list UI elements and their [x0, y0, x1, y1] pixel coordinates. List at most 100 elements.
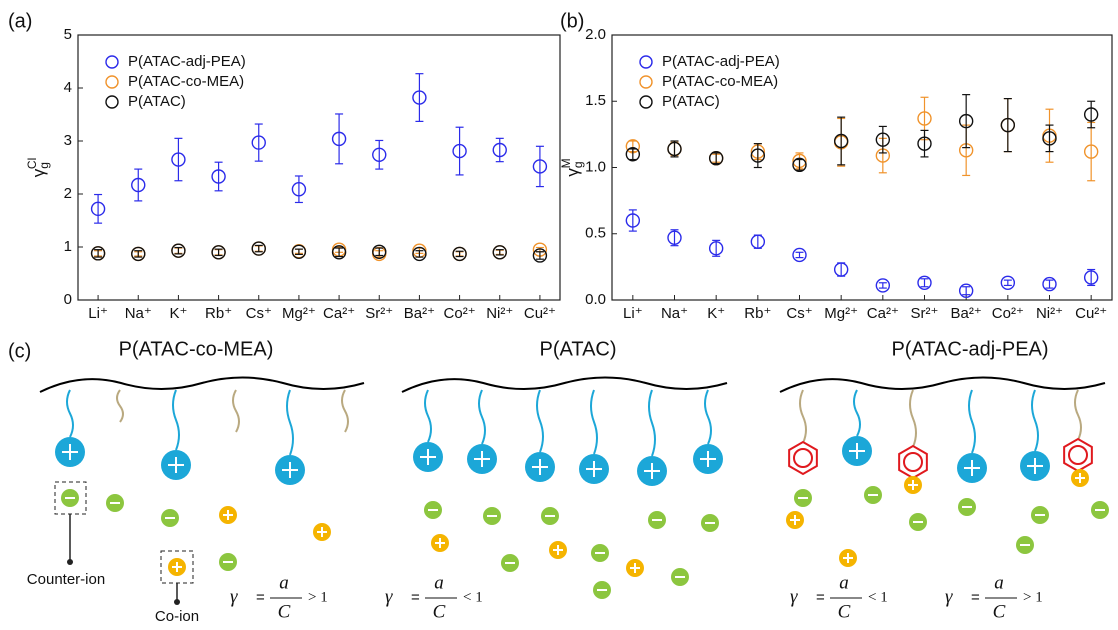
marker: [1000, 117, 1016, 133]
counter-ion-label: Counter-ion: [27, 571, 105, 588]
formula-denominator: C: [433, 601, 446, 622]
error-bar: [962, 286, 971, 296]
error-bar: [535, 145, 544, 188]
plot-frame: [77, 34, 561, 301]
side-chain: [853, 389, 861, 437]
y-axis-label: γgM: [559, 158, 585, 176]
marker: [90, 201, 106, 217]
panel-label: (a): [8, 10, 32, 32]
marker: [1083, 107, 1099, 122]
marker: [917, 275, 932, 290]
polymer-backbone: [401, 376, 728, 393]
marker: [833, 262, 849, 277]
error-bar: [920, 278, 929, 288]
phenyl-ring: [788, 440, 818, 476]
error-bar: [1003, 97, 1012, 153]
formula-numerator: a: [279, 572, 289, 593]
legend-label: P(ATAC-co-MEA): [662, 73, 778, 90]
phenyl-ring-inner: [903, 452, 923, 472]
formula-numerator: a: [839, 572, 849, 593]
legend-label: P(ATAC-co-MEA): [128, 73, 244, 90]
legend-marker: [639, 95, 653, 109]
marker: [833, 133, 849, 149]
y-axis-label-part: γ: [29, 168, 48, 177]
marker: [171, 243, 186, 258]
x-tick-label: Rb⁺: [744, 305, 771, 322]
marker: [492, 245, 507, 260]
marker: [452, 246, 467, 262]
error-bar: [1045, 279, 1054, 289]
panel-title: P(ATAC): [539, 338, 616, 360]
marker: [532, 159, 548, 174]
side-chain: [799, 389, 807, 444]
error-bar: [94, 193, 103, 224]
side-chain: [172, 389, 180, 451]
error-bar: [254, 123, 263, 162]
error-bar: [455, 126, 464, 176]
error-bar: [134, 250, 143, 258]
side-chain: [536, 389, 544, 453]
marker: [251, 135, 266, 150]
marker: [1042, 131, 1057, 146]
error-bar: [214, 248, 223, 257]
x-tick-label: Ba²⁺: [951, 305, 982, 322]
error-bar: [878, 125, 887, 154]
formula-relation: < 1: [463, 589, 483, 605]
polymer-backbone: [39, 376, 365, 393]
error-bar: [375, 247, 384, 257]
marker: [708, 241, 724, 256]
legend-label: P(ATAC-adj-PEA): [662, 53, 780, 70]
marker: [1083, 144, 1099, 159]
x-tick-label: Na⁺: [661, 305, 688, 322]
formula-equals: =: [971, 589, 980, 606]
error-bar: [795, 251, 804, 259]
marker: [1042, 276, 1057, 292]
x-tick-label: Sr²⁺: [911, 305, 939, 322]
error-bar: [1045, 124, 1054, 153]
x-tick-label: Ni²⁺: [1036, 305, 1063, 322]
legend-label: P(ATAC): [128, 93, 186, 110]
error-bar: [753, 143, 762, 169]
formula-relation: > 1: [1023, 589, 1043, 605]
side-chain: [648, 389, 656, 457]
x-tick-label: Na⁺: [125, 305, 152, 322]
marker: [412, 90, 427, 105]
x-tick-label: Ni²⁺: [486, 305, 513, 322]
error-bar: [495, 249, 504, 256]
error-bar: [1087, 268, 1096, 287]
y-tick-label: 1.0: [585, 158, 606, 175]
marker: [750, 234, 766, 249]
legend-label: P(ATAC-adj-PEA): [128, 53, 246, 70]
marker: [131, 177, 146, 193]
marker: [171, 152, 186, 167]
y-tick-label: 3: [64, 132, 72, 149]
side-chain: [1074, 389, 1082, 441]
marker: [875, 278, 891, 293]
formula-symbol: γ: [790, 586, 798, 607]
x-tick-label: Ca²⁺: [867, 305, 899, 322]
error-bar: [1087, 121, 1096, 182]
side-chain: [909, 389, 917, 448]
x-tick-label: Ca²⁺: [323, 305, 355, 322]
error-bar: [535, 251, 544, 260]
y-tick-label: 0.5: [585, 225, 606, 242]
formula-symbol: γ: [230, 586, 238, 607]
legend-marker: [105, 75, 119, 89]
marker: [492, 142, 507, 158]
formula-equals: =: [411, 589, 420, 606]
side-chain: [968, 389, 976, 454]
legend-label: P(ATAC): [662, 93, 720, 110]
side-chain: [66, 389, 74, 438]
error-bar: [455, 250, 464, 258]
x-tick-label: Cu²⁺: [1075, 305, 1107, 322]
y-tick-label: 4: [64, 79, 72, 96]
marker: [1083, 270, 1099, 285]
formula-symbol: γ: [385, 586, 393, 607]
error-bar: [375, 139, 384, 170]
formula-relation: > 1: [308, 589, 328, 605]
x-tick-label: Mg²⁺: [282, 305, 316, 322]
pointer-dot: [67, 559, 73, 565]
marker: [251, 241, 266, 256]
x-tick-label: Rb⁺: [205, 305, 232, 322]
